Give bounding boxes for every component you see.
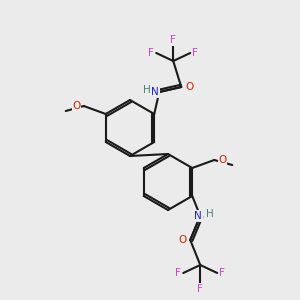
Text: F: F: [175, 268, 181, 278]
Text: O: O: [185, 82, 194, 92]
Text: F: F: [197, 284, 203, 294]
Text: H: H: [143, 85, 151, 95]
Text: N: N: [152, 87, 159, 97]
Text: H: H: [206, 209, 214, 219]
Text: F: F: [170, 35, 176, 45]
Text: O: O: [178, 235, 186, 245]
Text: F: F: [219, 268, 225, 278]
Text: O: O: [218, 155, 226, 165]
Text: N: N: [194, 211, 202, 221]
Text: O: O: [73, 101, 81, 111]
Text: F: F: [148, 48, 154, 58]
Text: F: F: [192, 48, 198, 58]
